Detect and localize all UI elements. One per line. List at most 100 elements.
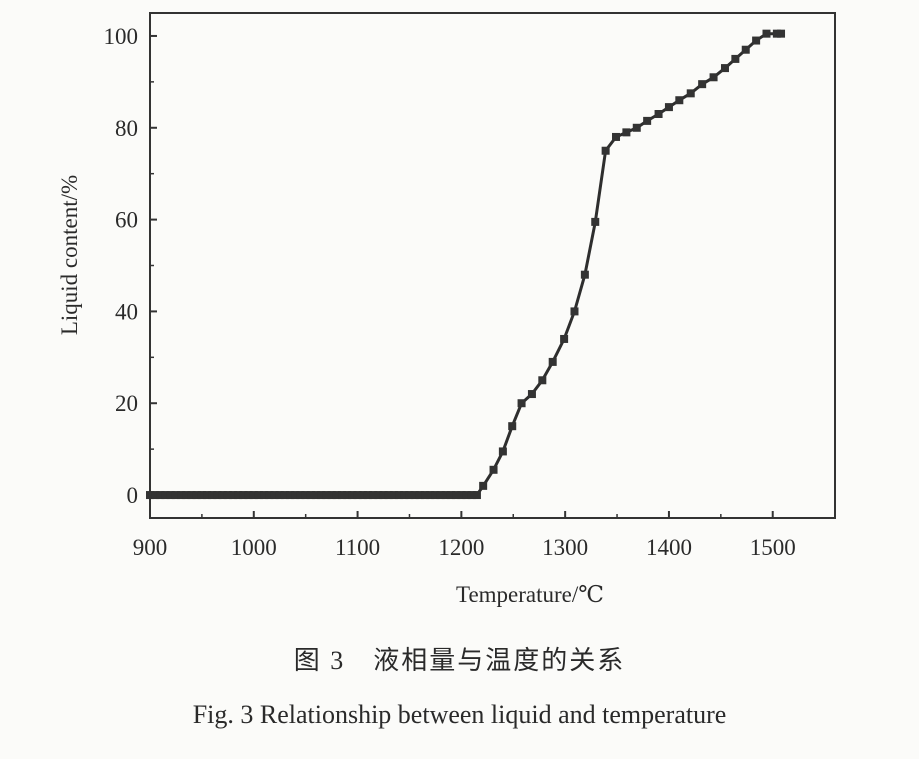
- data-point-marker: [192, 491, 201, 500]
- data-point-marker: [327, 491, 336, 500]
- data-point-marker: [270, 491, 279, 500]
- data-point-marker: [374, 491, 383, 500]
- y-axis-title: Liquid content/%: [57, 175, 82, 335]
- data-point-marker: [348, 491, 357, 500]
- data-point-marker: [218, 491, 227, 500]
- data-point-marker: [296, 491, 305, 500]
- data-point-marker: [229, 491, 238, 500]
- data-point-marker: [580, 270, 589, 279]
- data-point-marker: [146, 491, 154, 500]
- data-point-marker: [306, 491, 315, 500]
- x-tick-label: 1400: [646, 535, 692, 560]
- data-point-marker: [441, 491, 450, 500]
- data-point-marker: [643, 116, 652, 125]
- data-point-marker: [410, 491, 419, 500]
- data-point-marker: [489, 465, 498, 474]
- y-tick-label: 60: [115, 208, 138, 233]
- y-tick-label: 40: [115, 299, 138, 324]
- y-tick-label: 100: [104, 24, 139, 49]
- data-point-marker: [389, 491, 398, 500]
- data-point-marker: [654, 110, 663, 118]
- data-point-marker: [457, 491, 466, 500]
- data-point-marker: [632, 123, 641, 132]
- data-point-marker: [322, 491, 331, 500]
- data-point-marker: [591, 217, 600, 226]
- x-tick-label: 1000: [231, 535, 277, 560]
- data-point-marker: [343, 491, 352, 500]
- data-point-marker: [426, 491, 435, 500]
- data-point-marker: [166, 491, 175, 500]
- data-point-marker: [249, 491, 258, 500]
- data-point-marker: [675, 96, 684, 105]
- data-point-marker: [752, 36, 761, 45]
- data-point-marker: [777, 29, 786, 38]
- x-tick-label: 1100: [335, 535, 380, 560]
- data-point-marker: [301, 491, 310, 500]
- data-point-marker: [731, 54, 740, 63]
- x-tick-label: 1500: [750, 535, 796, 560]
- data-point-marker: [260, 491, 269, 500]
- data-point-marker: [517, 399, 526, 408]
- x-tick-label: 1300: [542, 535, 588, 560]
- data-point-marker: [772, 29, 781, 38]
- data-point-marker: [452, 491, 461, 500]
- data-point-marker: [223, 491, 232, 500]
- data-point-marker: [720, 64, 729, 73]
- data-point-marker: [538, 376, 547, 385]
- data-point-marker: [384, 491, 393, 500]
- data-point-marker: [762, 29, 771, 38]
- data-point-marker: [353, 491, 362, 500]
- data-point-marker: [405, 491, 414, 500]
- x-axis-title: Temperature/℃: [456, 582, 604, 607]
- data-point-marker: [472, 491, 481, 500]
- data-point-marker: [312, 491, 321, 500]
- plot-frame: [149, 12, 836, 519]
- figure-caption-english: Fig. 3 Relationship between liquid and t…: [192, 700, 727, 729]
- data-point-marker: [234, 491, 243, 500]
- data-point-marker: [548, 357, 557, 366]
- data-point-marker: [709, 73, 718, 82]
- data-point-marker: [664, 103, 673, 112]
- data-point-marker: [254, 491, 263, 500]
- data-point-marker: [182, 491, 191, 500]
- figure-caption-chinese: 图 3 液相量与温度的关系: [293, 646, 626, 675]
- data-point-marker: [612, 132, 621, 141]
- data-point-marker: [197, 491, 206, 500]
- data-point-marker: [244, 491, 253, 500]
- data-point-marker: [741, 45, 750, 54]
- data-point-marker: [203, 491, 212, 500]
- data-point-marker: [156, 491, 165, 500]
- data-point-marker: [208, 491, 217, 500]
- data-point-marker: [286, 491, 295, 500]
- data-point-marker: [280, 491, 289, 500]
- data-point-marker: [151, 491, 160, 500]
- data-point-marker: [338, 491, 347, 500]
- data-point-marker: [686, 89, 695, 98]
- data-point-marker: [317, 491, 326, 500]
- data-point-marker: [161, 491, 170, 500]
- data-point-marker: [177, 491, 186, 500]
- data-point-marker: [400, 491, 409, 500]
- data-point-marker: [508, 422, 517, 431]
- data-point-marker: [467, 491, 476, 500]
- data-point-marker: [265, 491, 274, 500]
- data-point-marker: [379, 491, 388, 500]
- data-point-marker: [560, 334, 569, 343]
- data-point-marker: [601, 146, 610, 155]
- data-point-marker: [436, 491, 445, 500]
- data-point-marker: [291, 491, 300, 500]
- data-point-marker: [622, 128, 631, 137]
- data-point-marker: [369, 491, 378, 500]
- data-point-marker: [187, 491, 196, 500]
- data-point-marker: [275, 491, 284, 500]
- data-point-marker: [527, 390, 536, 399]
- data-point-marker: [363, 491, 372, 500]
- data-point-marker: [395, 491, 404, 500]
- data-point-marker: [498, 447, 507, 456]
- data-point-marker: [358, 491, 367, 500]
- data-point-marker: [415, 491, 424, 500]
- x-tick-label: 1200: [438, 535, 484, 560]
- x-tick-label: 900: [133, 535, 168, 560]
- y-tick-label: 80: [115, 116, 138, 141]
